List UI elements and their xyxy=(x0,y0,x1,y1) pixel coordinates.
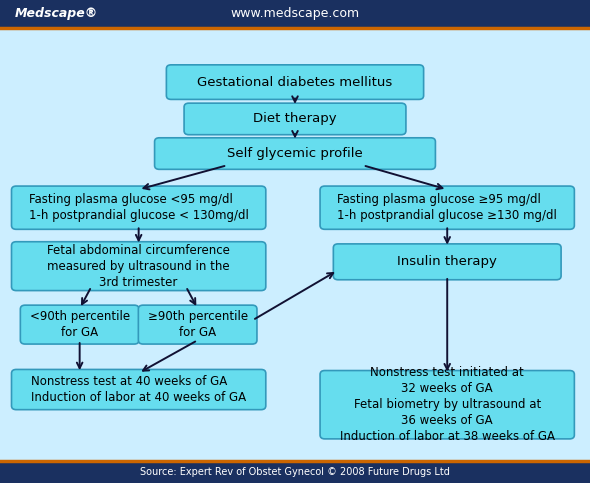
FancyBboxPatch shape xyxy=(11,242,266,291)
Text: Source: Expert Rev of Obstet Gynecol © 2008 Future Drugs Ltd: Source: Expert Rev of Obstet Gynecol © 2… xyxy=(140,467,450,477)
Text: Fasting plasma glucose <95 mg/dl
1-h postprandial glucose < 130mg/dl: Fasting plasma glucose <95 mg/dl 1-h pos… xyxy=(29,193,248,222)
Text: Fetal abdominal circumference
measured by ultrasound in the
3rd trimester: Fetal abdominal circumference measured b… xyxy=(47,243,230,289)
Text: Fasting plasma glucose ≥95 mg/dl
1-h postprandial glucose ≥130 mg/dl: Fasting plasma glucose ≥95 mg/dl 1-h pos… xyxy=(337,193,557,222)
Text: www.medscape.com: www.medscape.com xyxy=(231,8,359,20)
FancyBboxPatch shape xyxy=(166,65,424,99)
Text: Medscape®: Medscape® xyxy=(15,8,98,20)
FancyBboxPatch shape xyxy=(333,244,561,280)
FancyBboxPatch shape xyxy=(320,370,575,439)
Text: Diet therapy: Diet therapy xyxy=(253,113,337,126)
FancyBboxPatch shape xyxy=(21,305,139,344)
FancyBboxPatch shape xyxy=(0,461,590,483)
FancyBboxPatch shape xyxy=(184,103,406,135)
Text: Nonstress test initiated at
32 weeks of GA
Fetal biometry by ultrasound at
36 we: Nonstress test initiated at 32 weeks of … xyxy=(340,366,555,443)
Text: <90th percentile
for GA: <90th percentile for GA xyxy=(30,310,130,339)
Text: Gestational diabetes mellitus: Gestational diabetes mellitus xyxy=(198,76,392,88)
Text: Insulin therapy: Insulin therapy xyxy=(397,256,497,269)
Text: Self glycemic profile: Self glycemic profile xyxy=(227,147,363,160)
FancyBboxPatch shape xyxy=(320,186,575,229)
Text: Nonstress test at 40 weeks of GA
Induction of labor at 40 weeks of GA: Nonstress test at 40 weeks of GA Inducti… xyxy=(31,375,246,404)
FancyBboxPatch shape xyxy=(11,369,266,410)
Text: ≥90th percentile
for GA: ≥90th percentile for GA xyxy=(148,310,248,339)
FancyBboxPatch shape xyxy=(155,138,435,170)
FancyBboxPatch shape xyxy=(11,186,266,229)
FancyBboxPatch shape xyxy=(138,305,257,344)
FancyBboxPatch shape xyxy=(0,0,590,28)
